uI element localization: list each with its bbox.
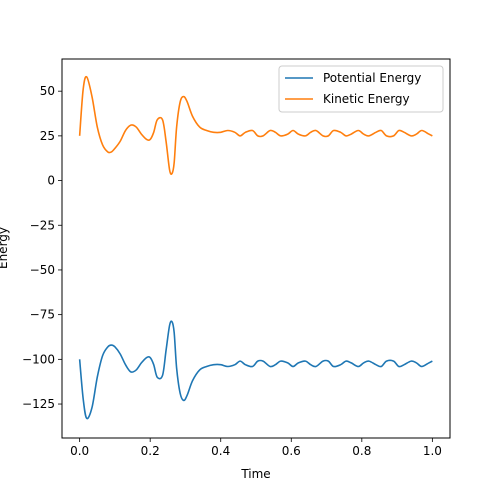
x-tick-label: 0.0 (70, 444, 89, 458)
x-tick-label: 1.0 (423, 444, 442, 458)
legend-label: Potential Energy (323, 71, 421, 85)
y-tick-label: −100 (22, 352, 55, 366)
x-axis-label: Time (240, 467, 270, 481)
series-line-potential-energy (78, 320, 433, 420)
y-tick-label: −75 (30, 308, 55, 322)
x-tick-label: 0.6 (282, 444, 301, 458)
y-tick-label: 50 (40, 84, 55, 98)
x-tick-label: 0.8 (352, 444, 371, 458)
y-tick-label: −25 (30, 218, 55, 232)
series-layer (78, 75, 433, 420)
y-tick-label: 0 (47, 174, 55, 188)
series-line-kinetic-energy (78, 75, 433, 176)
y-tick-label: −125 (22, 397, 55, 411)
x-axis-ticks: 0.0 0.2 0.4 0.6 0.8 1.0 (70, 438, 442, 458)
legend: Potential Energy Kinetic Energy (278, 65, 444, 113)
y-tick-label: −50 (30, 263, 55, 277)
x-tick-label: 0.2 (141, 444, 160, 458)
legend-frame (278, 65, 444, 113)
legend-label: Kinetic Energy (323, 92, 410, 106)
y-tick-label: 25 (40, 129, 55, 143)
x-tick-label: 0.4 (211, 444, 230, 458)
y-axis-ticks: 50 25 0 −25 −50 −75 −100 −125 (22, 84, 62, 411)
y-axis-label: Energy (0, 227, 10, 269)
plot-area-frame (61, 58, 451, 439)
